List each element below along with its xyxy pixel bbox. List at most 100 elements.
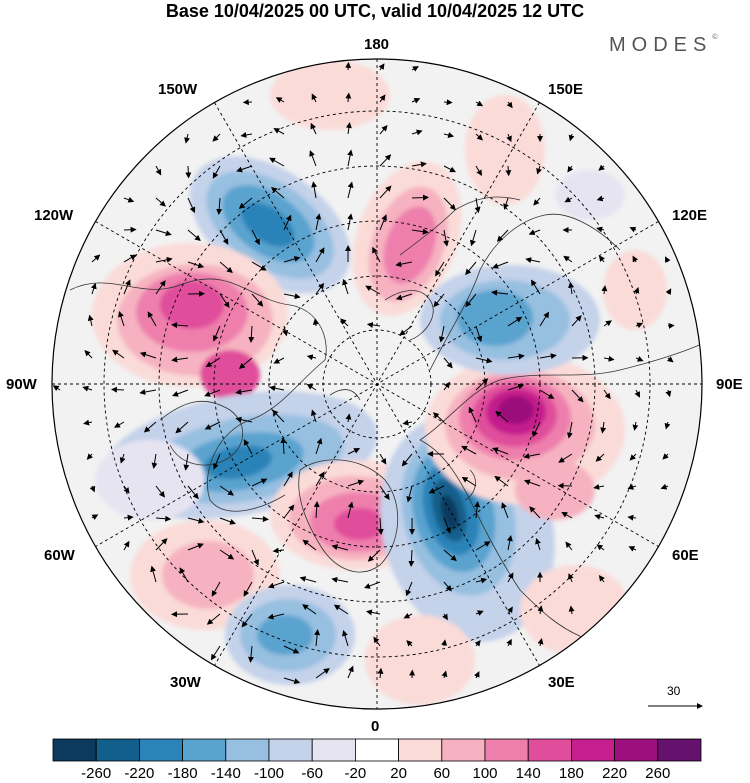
wind-vector <box>314 629 321 647</box>
wind-vector <box>495 410 509 423</box>
colorbar-label: -260 <box>81 765 112 782</box>
wind-vector <box>345 413 352 423</box>
wind-vector <box>603 355 615 362</box>
colorbar-box <box>52 738 97 762</box>
wind-vector <box>179 567 189 583</box>
wind-vector <box>364 581 381 589</box>
wind-vector <box>243 439 253 455</box>
anomaly-pos-120w <box>92 243 288 400</box>
wind-vector <box>283 677 301 685</box>
wind-vector <box>411 194 429 201</box>
wind-vector <box>272 409 285 423</box>
wind-vector <box>347 665 354 679</box>
wind-vector <box>411 161 427 168</box>
wind-vector <box>506 101 513 109</box>
wind-vector <box>474 640 481 647</box>
wind-vector <box>213 453 221 470</box>
wind-vector <box>529 506 541 519</box>
wind-vector <box>251 261 267 271</box>
wind-vector <box>629 226 637 233</box>
wind-vector <box>567 165 574 173</box>
wind-vector <box>475 357 493 364</box>
wind-vector <box>340 318 349 327</box>
wind-vector <box>536 165 542 175</box>
wind-vector <box>379 214 387 231</box>
wind-vector <box>299 576 317 583</box>
wind-vector <box>82 385 93 392</box>
wind-vector <box>345 92 352 103</box>
wind-vector <box>212 133 221 142</box>
wind-vector <box>596 226 605 233</box>
wind-vector <box>310 122 317 135</box>
lon-label-150w: 150W <box>158 81 198 98</box>
wind-vector <box>311 93 318 103</box>
wind-vector <box>139 389 157 395</box>
wind-vector <box>315 213 322 231</box>
wind-vector <box>571 315 582 327</box>
wind-vector <box>302 539 317 551</box>
wind-vector <box>566 421 573 439</box>
wind-vector <box>247 645 254 663</box>
wind-vector <box>143 421 157 433</box>
wind-vector <box>283 645 300 654</box>
wind-vector <box>568 133 575 142</box>
wind-vector <box>428 485 445 494</box>
wind-vector <box>269 157 285 167</box>
wind-vector <box>241 613 253 628</box>
wind-vector <box>662 453 669 460</box>
wind-vector <box>119 453 126 464</box>
wind-vector <box>283 471 293 487</box>
wind-vector <box>468 406 477 423</box>
wind-vector <box>251 549 259 566</box>
wind-vector <box>347 501 354 519</box>
wind-vector <box>443 549 457 562</box>
wind-vector <box>139 351 157 359</box>
wind-vector <box>474 671 480 679</box>
wind-vector <box>345 61 352 71</box>
wind-vector <box>379 125 388 135</box>
wind-vector <box>603 389 611 400</box>
wind-vector <box>212 165 221 179</box>
wind-vector <box>598 164 605 171</box>
wind-vector <box>147 311 157 327</box>
wind-vector <box>443 132 455 138</box>
wind-vector <box>84 349 93 359</box>
wind-vector <box>475 577 488 584</box>
wind-vector <box>155 229 172 236</box>
wind-vector <box>205 357 221 368</box>
wind-vector <box>150 565 157 583</box>
wind-vector <box>525 257 541 264</box>
anomaly-weak-110e <box>603 250 667 330</box>
colorbar-box <box>398 738 443 762</box>
wind-vector <box>187 485 199 500</box>
wind-vector <box>377 667 384 679</box>
colorbar-box <box>95 738 140 762</box>
wind-vector <box>155 515 172 522</box>
wind-vector <box>443 99 453 106</box>
lon-label-150e: 150E <box>548 81 584 98</box>
wind-vector <box>632 421 639 431</box>
wind-vector <box>401 453 413 467</box>
wind-vector <box>635 356 644 362</box>
wind-vector <box>271 186 285 199</box>
wind-vector <box>306 354 317 361</box>
wind-vector <box>187 261 205 269</box>
wind-vector <box>523 453 541 460</box>
wind-vector <box>86 453 93 460</box>
wind-vector <box>603 320 612 327</box>
wind-vector <box>435 261 445 277</box>
lon-label-60e: 60E <box>672 547 699 564</box>
lon-label-0: 0 <box>371 718 380 735</box>
wind-vector <box>403 612 413 619</box>
wind-vector <box>507 316 523 327</box>
wind-vector <box>342 278 349 295</box>
wind-vector <box>219 517 236 525</box>
wind-vectors <box>52 61 675 685</box>
wind-vector <box>533 197 541 206</box>
wind-vector <box>219 261 233 274</box>
colorbar-box <box>657 738 702 762</box>
wind-vector <box>155 197 166 207</box>
anomaly-neg-130e <box>420 265 600 375</box>
wind-vector <box>83 419 93 426</box>
wind-vector <box>596 195 605 202</box>
